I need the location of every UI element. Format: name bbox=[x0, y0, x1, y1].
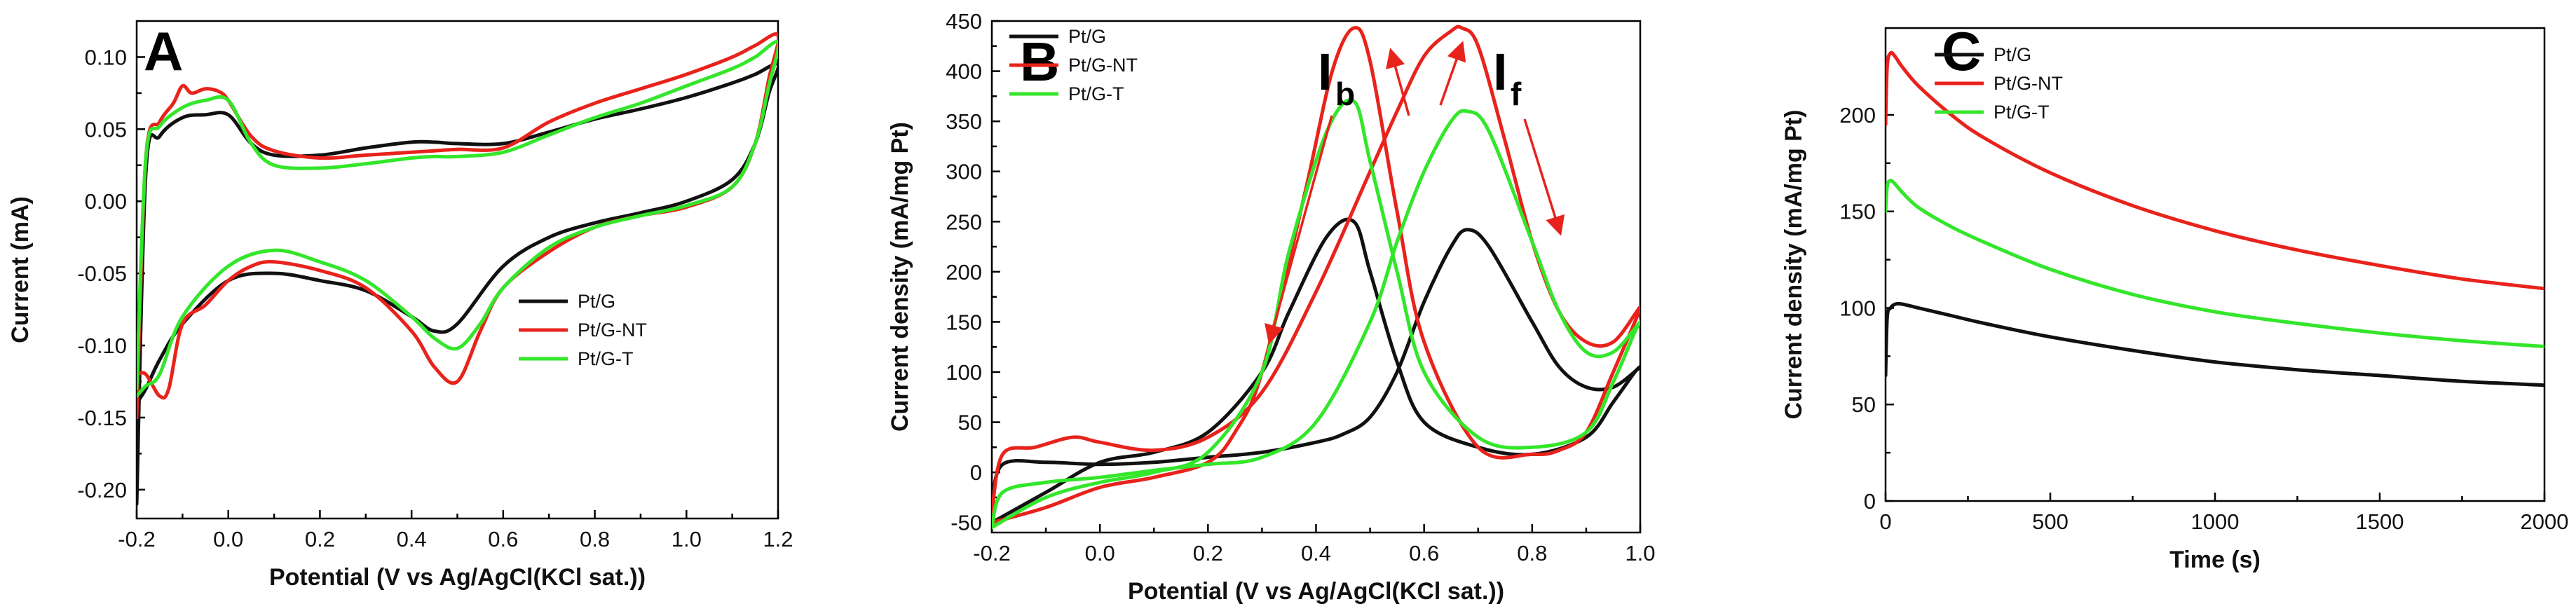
panel-b-y-axis-title: Current density (mA/mg Pt) bbox=[887, 122, 913, 432]
panel-c-series-pt-g bbox=[1886, 301, 2544, 387]
panel-b-x-tick-label: 0.4 bbox=[1301, 541, 1331, 565]
panel-b-arrow-backward-down bbox=[1265, 115, 1333, 345]
panel-b-ib-label: I bbox=[1318, 43, 1333, 101]
panel-c-series-pt-g-nt bbox=[1886, 50, 2544, 291]
panel-a-y-tick-label: 0.05 bbox=[85, 117, 127, 142]
panel-b-x-tick-label: 0.2 bbox=[1193, 541, 1223, 565]
panel-c-legend-label-pt-g-nt: Pt/G-NT bbox=[1994, 73, 2063, 94]
panel-b: -0.2 0.0 0.2 0.4 0.6 0.8 1.0 -50 0 50 100 150 200 250… bbox=[887, 9, 1656, 605]
panel-c-y-axis-title: Current density (mA/mg Pt) bbox=[1780, 109, 1807, 419]
panel-c-x-tick-label: 500 bbox=[2032, 509, 2069, 534]
panel-c-label: C bbox=[1942, 20, 1981, 82]
panel-c-y-tick-label: 50 bbox=[1852, 392, 1876, 417]
panel-a-x-tick-label: 0.8 bbox=[580, 527, 610, 551]
panel-b-arrow-forward-down bbox=[1523, 118, 1565, 236]
panel-b-y-tick-label: 0 bbox=[970, 460, 982, 485]
panel-c-legend-label-pt-g-t: Pt/G-T bbox=[1994, 102, 2050, 123]
panel-a-label: A bbox=[144, 20, 183, 82]
panel-a-legend-label-pt-g-nt: Pt/G-NT bbox=[578, 320, 647, 341]
panel-b-x-axis-title: Potential (V vs Ag/AgCl(KCl sat.)) bbox=[1128, 578, 1504, 605]
panel-b-y-tick-label: 400 bbox=[946, 60, 982, 84]
panel-a-x-axis-title: Potential (V vs Ag/AgCl(KCl sat.)) bbox=[269, 564, 646, 591]
panel-b-legend-label-pt-g: Pt/G bbox=[1068, 26, 1106, 47]
panel-a-x-tick-label: 0.2 bbox=[305, 527, 335, 551]
panel-b-y-tick-label: 300 bbox=[946, 160, 982, 184]
panel-b-x-tick-label: 0.8 bbox=[1517, 541, 1547, 565]
panel-b-x-tick-label: 0.6 bbox=[1409, 541, 1439, 565]
panel-b-label: B bbox=[1020, 31, 1059, 92]
panel-a-y-tick-label: -0.05 bbox=[77, 261, 127, 286]
panel-c-x-tick-label: 1500 bbox=[2356, 509, 2404, 534]
panel-a-legend-label-pt-g: Pt/G bbox=[578, 291, 615, 312]
panel-a-x-tick-label: -0.2 bbox=[118, 527, 155, 551]
panel-c-y-tick-label: 100 bbox=[1839, 296, 1876, 320]
panel-b-x-tick-label: 0.0 bbox=[1085, 541, 1115, 565]
panel-a-y-tick-label: -0.20 bbox=[77, 478, 127, 502]
panel-b-y-tick-label: 250 bbox=[946, 210, 982, 234]
panel-a-x-tick-label: 1.0 bbox=[672, 527, 702, 551]
panel-b-y-tick-label: 50 bbox=[958, 411, 982, 435]
panel-a-series-pt-g-t bbox=[137, 40, 778, 398]
panel-b-if-label: I bbox=[1493, 43, 1508, 101]
panel-b-arrow-backward-up bbox=[1386, 48, 1410, 116]
panel-a-y-axis-title: Current (mA) bbox=[7, 196, 34, 343]
panel-a-x-tick-label: 0.4 bbox=[397, 527, 427, 551]
panel-b-y-tick-label: -50 bbox=[950, 511, 982, 535]
panel-c-series-pt-g-t bbox=[1886, 179, 2544, 349]
panel-c-y-tick-label: 200 bbox=[1839, 103, 1876, 128]
panel-a-y-tick-label: 0.10 bbox=[85, 45, 127, 69]
panel-b-arrow-forward-up bbox=[1439, 41, 1466, 106]
panel-b-series-pt-g-nt bbox=[992, 25, 1640, 525]
panel-a-x-tick-label: 0.0 bbox=[213, 527, 243, 551]
panel-a: -0.2 0.0 0.2 0.4 0.6 0.8 1.0 1.2 -0.20 -0.15 -0.10… bbox=[7, 20, 793, 591]
panel-b-legend-label-pt-g-nt: Pt/G-NT bbox=[1068, 55, 1138, 76]
panel-b-series-pt-g-t bbox=[992, 98, 1640, 530]
panel-c-x-tick-label: 2000 bbox=[2521, 509, 2569, 534]
panel-c-legend-label-pt-g: Pt/G bbox=[1994, 44, 2031, 65]
panel-b-y-tick-label: 450 bbox=[946, 9, 982, 34]
panel-b-y-tick-label: 350 bbox=[946, 109, 982, 134]
panel-a-legend-label-pt-g-t: Pt/G-T bbox=[578, 348, 634, 369]
panel-b-legend-label-pt-g-t: Pt/G-T bbox=[1068, 83, 1124, 104]
panel-c-x-tick-label: 0 bbox=[1879, 509, 1891, 534]
panel-c-plot-frame bbox=[1884, 27, 2546, 502]
panel-a-y-tick-label: -0.10 bbox=[77, 334, 127, 358]
panel-c-y-tick-label: 0 bbox=[1864, 489, 1876, 514]
panel-b-y-tick-label: 200 bbox=[946, 260, 982, 284]
panel-b-x-tick-label: 1.0 bbox=[1625, 541, 1655, 565]
panel-b-y-tick-label: 100 bbox=[946, 360, 982, 385]
panel-c: 0 500 1000 1500 2000 0 50 100 150 200 Time (s) Curr… bbox=[1780, 20, 2568, 573]
panel-b-ib-subscript: b bbox=[1335, 76, 1355, 112]
panel-c-x-tick-label: 1000 bbox=[2191, 509, 2240, 534]
panel-b-if-subscript: f bbox=[1511, 76, 1522, 112]
panel-b-x-tick-label: -0.2 bbox=[973, 541, 1010, 565]
panel-a-series-group bbox=[137, 32, 778, 506]
panel-a-y-tick-label: 0.00 bbox=[85, 189, 127, 214]
panel-a-x-tick-label: 1.2 bbox=[763, 527, 793, 551]
panel-c-y-tick-label: 150 bbox=[1839, 200, 1876, 224]
panel-a-plot-frame bbox=[135, 20, 779, 520]
panel-b-y-tick-label: 150 bbox=[946, 310, 982, 334]
panel-c-series-group bbox=[1886, 50, 2544, 387]
panel-a-y-tick-label: -0.15 bbox=[77, 406, 127, 430]
panel-a-series-pt-g-nt bbox=[137, 32, 778, 420]
panel-a-series-pt-g bbox=[137, 62, 778, 506]
panel-c-x-axis-title: Time (s) bbox=[2169, 547, 2261, 573]
panel-a-x-tick-label: 0.6 bbox=[488, 527, 518, 551]
